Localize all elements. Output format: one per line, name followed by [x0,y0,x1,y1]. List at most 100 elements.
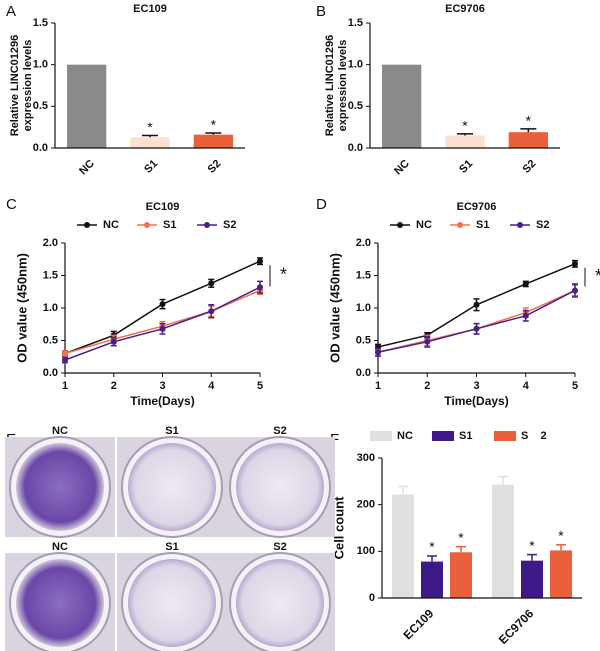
well-stain [16,443,104,531]
x-tick-label: 3 [473,380,479,392]
data-point [424,338,431,345]
significance-mark: * [429,539,435,555]
y-axis-label: Cell count [331,496,346,560]
significance-mark: * [462,118,468,134]
y-tick-label: 1.5 [33,17,48,29]
y-axis-label: OD value (450nm) [14,253,29,363]
y-axis-label: expression levels [337,40,349,132]
y-tick-label: 1.0 [348,59,363,71]
data-point [208,308,215,315]
bar [450,552,472,598]
legend-label: S 2 [521,430,547,442]
data-point [159,301,166,308]
y-axis-label: expression levels [22,40,34,132]
legend-marker [84,222,90,228]
legend-marker [457,222,463,228]
bar [445,135,485,148]
x-tick-label: 4 [523,380,530,392]
y-tick-label: 0.5 [33,100,48,112]
y-tick-label: 1.5 [356,269,371,281]
y-tick-label: 200 [357,499,375,511]
x-tick-label: 5 [572,380,578,392]
y-tick-label: 0.0 [33,142,48,154]
data-point [572,287,578,294]
x-axis-label: Time(Days) [130,394,194,408]
data-point [208,280,215,287]
significance-mark: * [529,537,535,553]
well-stain [236,559,324,647]
bar [421,561,443,598]
well-label: NC [52,425,68,437]
bar [521,560,543,598]
x-tick-label: NC [77,158,97,178]
bar [508,132,548,148]
y-tick-label: 1.0 [33,59,48,71]
legend-marker [144,222,150,228]
legend-label: S1 [163,219,176,231]
chart-title: EC9706 [445,3,485,15]
bar [382,64,422,148]
y-tick-label: 1.0 [43,302,58,314]
y-tick-label: 1.0 [356,302,371,314]
well-label: S1 [165,541,178,553]
significance-mark: * [458,529,464,545]
y-tick-label: 300 [357,452,375,464]
legend-label: NC [397,430,413,442]
significance-mark: * [595,266,600,286]
bar [392,494,414,598]
x-tick-label: S2 [206,158,224,176]
x-tick-label: 1 [375,380,381,392]
chart-title: EC9706 [457,201,497,213]
x-tick-label: 1 [62,380,68,392]
bar [130,137,170,148]
data-point [159,325,166,332]
legend-marker [397,222,403,228]
data-point [257,284,263,291]
x-tick-label: EC9706 [496,606,537,647]
data-point [375,349,381,356]
legend-swatch [432,431,454,441]
significance-mark: * [526,113,532,129]
y-tick-label: 0.5 [43,334,58,346]
y-tick-label: 0.0 [356,367,371,379]
y-tick-label: 0.5 [348,100,363,112]
data-point [473,301,480,308]
panel-label: A [6,3,16,20]
x-tick-label: S1 [142,158,160,176]
data-point [473,325,480,332]
x-tick-label: S2 [521,158,539,176]
bar [67,64,107,148]
significance-mark: * [147,119,153,135]
well-stain [16,559,104,647]
well-label: S2 [273,541,286,553]
y-tick-label: 100 [357,545,375,557]
well-stain [236,443,324,531]
legend-label: S2 [536,219,549,231]
well-label: S2 [273,425,286,437]
significance-mark: * [558,528,564,544]
data-point [62,357,68,363]
data-point [522,280,529,287]
well-stain [128,443,216,531]
y-tick-label: 0.0 [43,367,58,379]
significance-mark: * [280,265,287,285]
legend-marker [517,222,523,228]
significance-mark: * [211,117,217,133]
legend-swatch [494,431,516,441]
y-tick-label: 2.0 [43,237,58,249]
y-tick-label: 1.5 [348,17,363,29]
data-point [110,338,117,345]
data-point [257,258,263,265]
panel-label: B [316,3,326,20]
panel-label: D [316,196,327,213]
legend-label: S1 [459,430,472,442]
legend-label: NC [416,219,432,231]
well-label: S1 [165,425,178,437]
bar [492,484,514,598]
data-point [522,312,529,319]
x-tick-label: 4 [208,380,215,392]
y-axis-label: Relative LINC01296 [324,35,336,137]
y-axis-label: Relative LINC01296 [9,35,21,137]
chart-title: EC109 [146,201,180,213]
